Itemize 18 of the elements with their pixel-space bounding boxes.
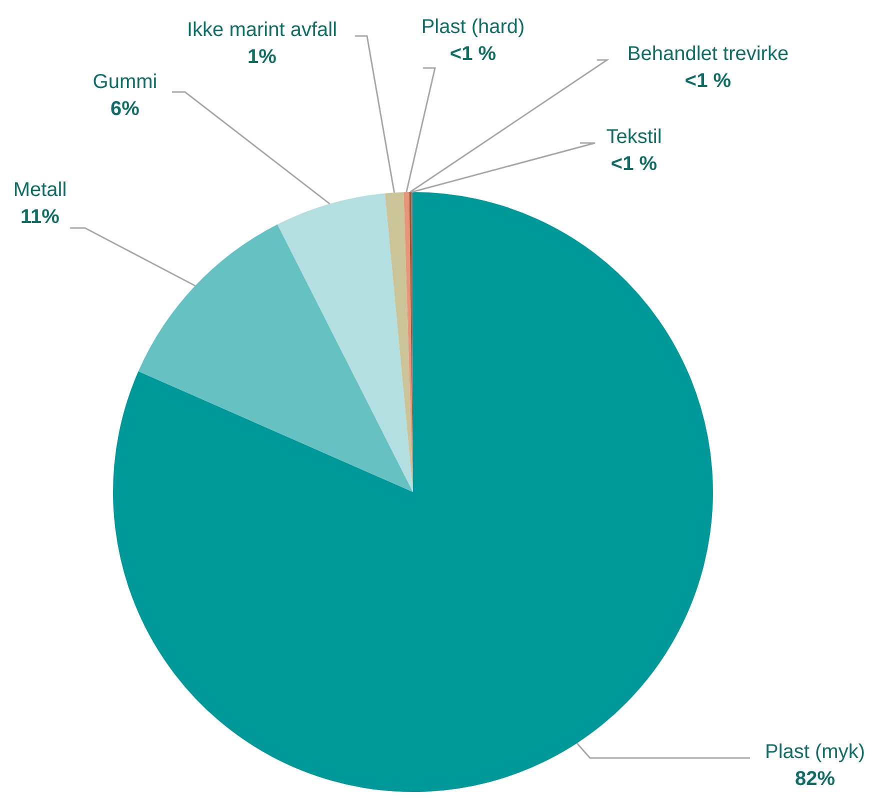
slice-label: Plast (hard): [421, 16, 525, 38]
slice-label: Plast (myk): [765, 741, 865, 763]
data-label: <1 %: [684, 70, 732, 92]
data-label: 82%: [794, 768, 836, 790]
pie-slice: [277, 193, 413, 492]
slice-label: Ikke marint avfall: [186, 19, 338, 41]
pie-slice: [384, 192, 413, 492]
slice-label: Gummi: [92, 71, 158, 93]
pie-slice: [113, 192, 713, 792]
data-label: 11%: [20, 206, 60, 228]
data-label: 1%: [248, 46, 277, 68]
slice-label: Behandlet trevirke: [627, 43, 789, 65]
slice-label: Metall: [13, 179, 67, 201]
data-label: 6%: [110, 98, 140, 120]
data-label: <1 %: [450, 43, 496, 65]
pie-slice: [138, 224, 413, 492]
slice-label: Tekstil: [606, 126, 662, 148]
data-label: <1 %: [610, 153, 658, 175]
